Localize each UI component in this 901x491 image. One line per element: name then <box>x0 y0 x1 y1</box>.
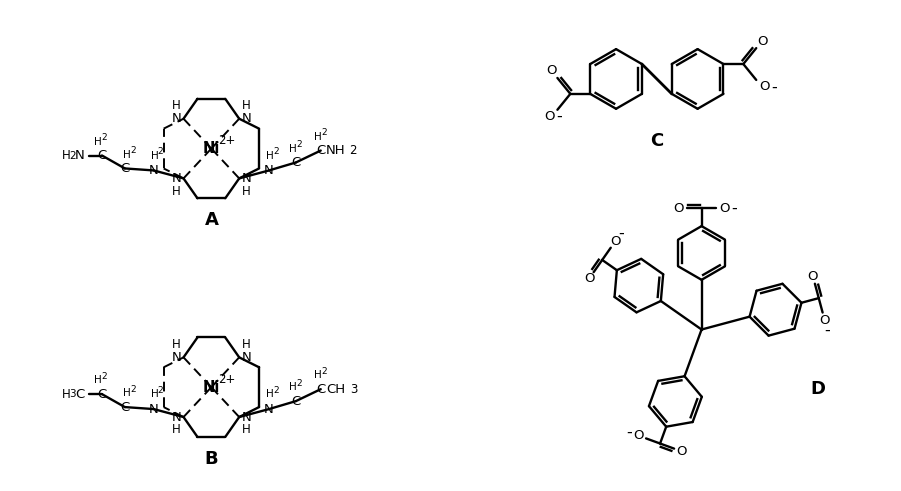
Text: 2: 2 <box>321 367 326 376</box>
Text: O: O <box>584 272 595 285</box>
Text: N: N <box>264 403 274 415</box>
Text: O: O <box>633 429 644 442</box>
Text: 2: 2 <box>101 133 107 142</box>
Text: 2: 2 <box>130 384 136 394</box>
Text: H: H <box>314 370 322 380</box>
Text: O: O <box>719 202 730 215</box>
Text: 2+: 2+ <box>219 373 236 386</box>
Text: O: O <box>807 270 818 282</box>
Text: 2: 2 <box>158 385 163 395</box>
Text: N: N <box>241 351 251 364</box>
Text: N: N <box>149 403 159 415</box>
Text: CH: CH <box>326 382 345 396</box>
Text: C: C <box>316 144 325 157</box>
Text: -: - <box>824 322 830 337</box>
Text: H: H <box>94 375 102 385</box>
Text: O: O <box>757 35 768 48</box>
Text: N: N <box>241 172 251 185</box>
Text: 2: 2 <box>273 385 278 395</box>
Text: H: H <box>289 143 296 154</box>
Text: -: - <box>557 109 562 124</box>
Text: H: H <box>123 388 131 398</box>
Text: H: H <box>172 423 181 436</box>
Text: C: C <box>651 132 663 150</box>
Text: A: A <box>205 211 218 229</box>
Text: -: - <box>771 80 777 94</box>
Text: H: H <box>150 389 159 399</box>
Text: -: - <box>618 225 623 241</box>
Text: 2: 2 <box>101 372 107 381</box>
Text: C: C <box>120 401 130 413</box>
Text: O: O <box>677 445 687 458</box>
Text: 3: 3 <box>68 389 76 399</box>
Text: D: D <box>810 380 825 398</box>
Text: 2+: 2+ <box>219 134 236 147</box>
Text: O: O <box>819 314 830 327</box>
Text: N: N <box>241 112 251 125</box>
Text: H: H <box>172 185 181 198</box>
Text: O: O <box>673 202 684 215</box>
Text: N: N <box>172 172 181 185</box>
Text: -: - <box>626 425 633 440</box>
Text: N: N <box>241 410 251 424</box>
Text: N: N <box>264 164 274 177</box>
Text: H: H <box>123 150 131 160</box>
Text: 2: 2 <box>321 128 326 137</box>
Text: H: H <box>150 151 159 161</box>
Text: H: H <box>241 338 250 351</box>
Text: H: H <box>172 99 181 112</box>
Text: O: O <box>546 64 557 78</box>
Text: N: N <box>149 164 159 177</box>
Text: 2: 2 <box>158 147 163 156</box>
Text: N: N <box>172 351 181 364</box>
Text: H: H <box>241 423 250 436</box>
Text: N: N <box>172 410 181 424</box>
Text: H: H <box>266 151 274 161</box>
Text: 2: 2 <box>296 140 302 149</box>
Text: H: H <box>241 185 250 198</box>
Text: C: C <box>120 162 130 175</box>
Text: C: C <box>291 156 301 169</box>
Text: Ni: Ni <box>203 380 220 395</box>
Text: H: H <box>241 99 250 112</box>
Text: C: C <box>316 382 325 396</box>
Text: Ni: Ni <box>203 141 220 156</box>
Text: H: H <box>172 338 181 351</box>
Text: C: C <box>97 388 106 401</box>
Text: O: O <box>759 81 769 93</box>
Text: H: H <box>289 382 296 392</box>
Text: O: O <box>610 235 621 247</box>
Text: H: H <box>62 149 70 162</box>
Text: H: H <box>62 388 70 401</box>
Text: C: C <box>291 395 301 408</box>
Text: B: B <box>205 450 218 468</box>
Text: NH: NH <box>326 144 345 157</box>
Text: C: C <box>76 388 85 401</box>
Text: C: C <box>97 149 106 162</box>
Text: N: N <box>75 149 85 162</box>
Text: H: H <box>266 389 274 399</box>
Text: H: H <box>314 132 322 141</box>
Text: 2: 2 <box>273 147 278 156</box>
Text: 2: 2 <box>349 144 356 157</box>
Text: 2: 2 <box>296 379 302 388</box>
Text: -: - <box>732 201 737 216</box>
Text: O: O <box>544 110 555 123</box>
Text: H: H <box>94 136 102 147</box>
Text: 2: 2 <box>130 146 136 155</box>
Text: 3: 3 <box>350 382 357 396</box>
Text: N: N <box>172 112 181 125</box>
Text: 2: 2 <box>68 151 76 161</box>
